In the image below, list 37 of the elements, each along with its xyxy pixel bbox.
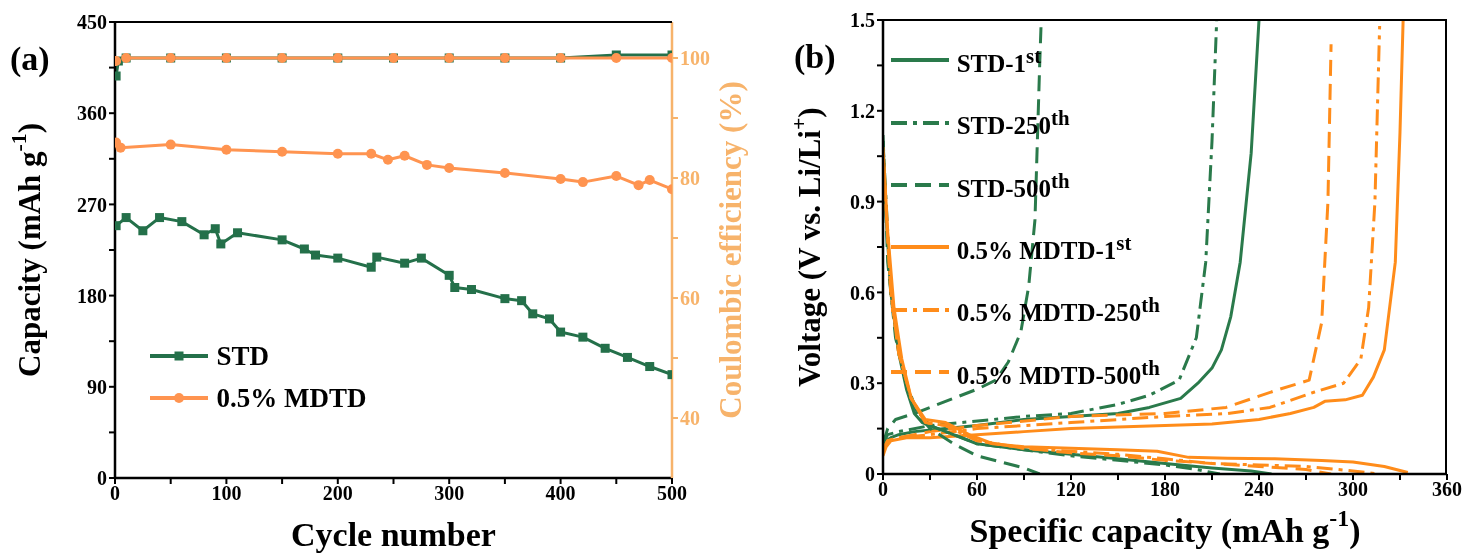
y-tick-label: 0.9 — [850, 190, 875, 213]
y-tick-label: 180 — [77, 284, 107, 307]
x-tick-label: 240 — [1244, 478, 1274, 501]
y-tick-label: 1.2 — [850, 99, 875, 122]
x-tick-label: 60 — [967, 478, 987, 501]
y2-tick-label: 80 — [680, 167, 700, 190]
y-tick-label: 0.3 — [850, 372, 875, 395]
y2-tick-label: 60 — [680, 287, 700, 310]
x-tick-label: 500 — [657, 482, 687, 505]
x-tick-label: 180 — [1150, 478, 1180, 501]
x-tick-label: 300 — [434, 482, 465, 505]
y2-tick-label: 40 — [680, 407, 700, 430]
legend-label: 0.5% MDTD-250$^{th}$ — [956, 292, 1160, 329]
x-tick-label: 360 — [1432, 478, 1462, 501]
y-tick-label: 270 — [77, 193, 107, 216]
legend-label: 0.5% MDTD-500$^{th}$ — [956, 354, 1160, 392]
x-tick-label: 400 — [545, 482, 576, 505]
x-axis-title: Cycle number — [291, 515, 496, 553]
y2-axis-title: Coulombic efficiency (%) — [713, 81, 749, 419]
legend-label: STD-250$^{th}$ — [956, 105, 1070, 142]
text: (b) — [794, 38, 836, 76]
y-tick-label: 360 — [77, 102, 107, 125]
y-tick-label: 1.5 — [850, 9, 875, 32]
x-axis-title: Specific capacity (mAh g$^{-1}$) — [969, 505, 1361, 550]
y-tick-label: 90 — [87, 375, 107, 398]
y-tick-label: 0 — [865, 463, 875, 486]
legend-label: STD-500$^{th}$ — [956, 167, 1070, 205]
y-tick-label: 0.6 — [850, 281, 875, 304]
x-tick-label: 200 — [322, 482, 353, 505]
legend-label: 0.5% MDTD — [216, 381, 367, 415]
x-tick-label: 100 — [211, 482, 242, 505]
x-tick-label: 300 — [1338, 478, 1368, 501]
y2-tick-label: 100 — [680, 47, 710, 70]
text: (a) — [10, 40, 50, 78]
y-tick-label: 450 — [77, 11, 107, 34]
x-tick-label: 120 — [1056, 478, 1086, 501]
legend-label: STD — [216, 339, 269, 373]
